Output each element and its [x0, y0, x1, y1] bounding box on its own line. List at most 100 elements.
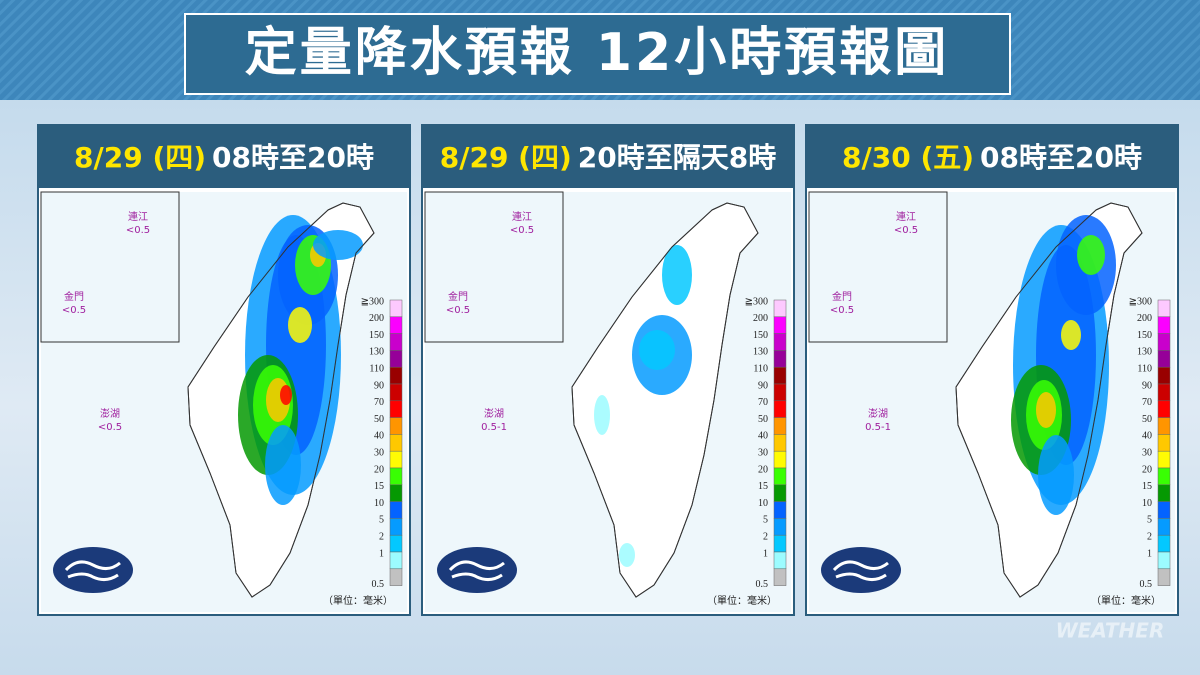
legend-swatch [773, 518, 787, 536]
legend-swatch [773, 316, 787, 334]
legend-swatch [773, 299, 787, 318]
legend-label: 5 [1147, 515, 1152, 526]
legend-swatch [1157, 417, 1171, 435]
legend-swatch [389, 366, 403, 385]
legend-swatch [773, 568, 787, 586]
logo [821, 547, 901, 593]
island-name: 連江 [896, 210, 916, 223]
legend-label: 130 [369, 347, 384, 358]
legend-swatch [1157, 450, 1171, 469]
legend-label: 150 [753, 330, 768, 341]
island-value: <0.5 [894, 225, 918, 236]
legend-label: 150 [1137, 330, 1152, 341]
logo-mark [448, 560, 505, 582]
legend-swatch [773, 434, 787, 452]
legend-label: 20 [758, 464, 768, 475]
legend-label: 0.5 [1140, 579, 1153, 590]
legend-label: 1 [1147, 548, 1152, 559]
legend-label: 40 [374, 431, 384, 442]
legend-label: 0.5 [756, 579, 769, 590]
logo [437, 547, 517, 593]
legend-swatch [773, 400, 787, 418]
logo [53, 547, 133, 593]
rain-area [313, 230, 363, 260]
legend-label: 1 [379, 548, 384, 559]
taiwan-outline [955, 202, 1143, 598]
legend-label: 2 [763, 531, 768, 542]
legend-swatch [1157, 383, 1171, 402]
watermark: WEATHER [1056, 619, 1165, 643]
legend-swatch [389, 467, 403, 486]
legend-swatch [1157, 366, 1171, 385]
panel-date: 8/29 (四) [440, 141, 572, 174]
legend-swatch [773, 450, 787, 469]
panel-date: 8/29 (四) [74, 141, 206, 174]
island-name: 澎湖 [868, 408, 888, 420]
legend-label: 70 [374, 397, 384, 408]
legend-swatch [773, 534, 787, 553]
legend-swatch [1157, 316, 1171, 334]
legend-swatch [773, 551, 787, 570]
legend-label: 150 [369, 330, 384, 341]
legend-swatch [389, 450, 403, 469]
legend-swatch [773, 383, 787, 402]
rain-area [639, 330, 675, 370]
legend-label: 30 [374, 447, 384, 458]
legend-label: 10 [758, 498, 768, 509]
legend-label: ≧300 [1129, 296, 1152, 307]
island-value: <0.5 [446, 305, 470, 316]
island-name: 連江 [512, 210, 532, 223]
legend-swatch [1157, 350, 1171, 368]
legend-label: 15 [758, 481, 768, 492]
legend-label: 5 [379, 515, 384, 526]
rain-area [1038, 435, 1074, 515]
legend-label: 90 [374, 380, 384, 391]
island-value: <0.5 [62, 305, 86, 316]
legend-label: 50 [374, 414, 384, 425]
legend-label: 200 [1137, 313, 1152, 324]
legend-label: 2 [379, 531, 384, 542]
legend-swatch [1157, 568, 1171, 586]
legend-swatch [389, 434, 403, 452]
panel-heading: 8/29 (四) 08時至20時 [74, 141, 374, 174]
legend-label: 70 [1142, 397, 1152, 408]
legend-swatch [773, 417, 787, 435]
panel-header [422, 125, 794, 188]
island-value: <0.5 [126, 225, 150, 236]
legend-label: 30 [758, 447, 768, 458]
legend-label: 40 [758, 431, 768, 442]
legend-label: 90 [1142, 380, 1152, 391]
rain-area [662, 245, 692, 305]
panel-header [38, 125, 410, 188]
panel-date: 8/30 (五) [842, 141, 974, 174]
legend-swatch [1157, 333, 1171, 351]
island-name: 澎湖 [484, 408, 504, 420]
taiwan-outline [187, 202, 375, 598]
unit-label: （單位：毫米） [707, 594, 777, 607]
legend-swatch [389, 484, 403, 502]
legend-label: 15 [374, 481, 384, 492]
legend-swatch [389, 417, 403, 435]
rain-area [594, 395, 610, 435]
legend-label: 130 [753, 347, 768, 358]
legend-label: 2 [1147, 531, 1152, 542]
rain-area [288, 307, 312, 343]
legend-swatch [389, 333, 403, 351]
legend-swatch [389, 568, 403, 586]
island-name: 連江 [128, 210, 148, 223]
taiwan-outline [571, 202, 759, 598]
legend-label: 50 [758, 414, 768, 425]
legend-label: 90 [758, 380, 768, 391]
legend-swatch [1157, 534, 1171, 553]
legend-swatch [1157, 551, 1171, 570]
legend-swatch [389, 350, 403, 368]
logo-mark [64, 560, 121, 582]
rain-area [265, 425, 301, 505]
panel-period: 08時至20時 [980, 141, 1142, 174]
legend-swatch [389, 299, 403, 318]
island-name: 金門 [832, 290, 852, 303]
island-name: 金門 [64, 290, 84, 303]
inset-box [40, 191, 180, 343]
